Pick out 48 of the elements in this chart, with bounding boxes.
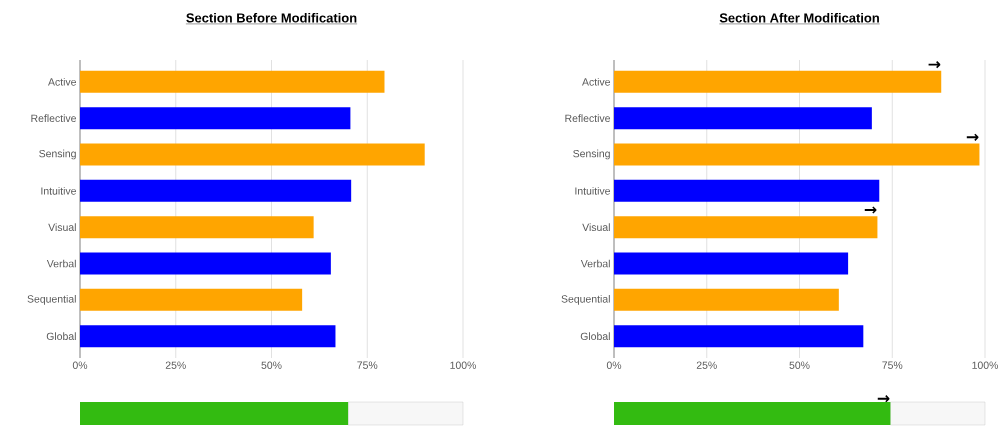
annotation: → — [877, 395, 890, 403]
x-tick-label: 75% — [882, 361, 903, 369]
bar — [614, 216, 878, 239]
y-tick-label: Intuitive — [41, 186, 77, 195]
y-tick-label: Global — [46, 332, 76, 341]
y-tick-label: Visual — [48, 223, 76, 232]
bar — [80, 70, 385, 93]
chart-title: Section Before Modification — [186, 12, 357, 23]
bar — [614, 179, 880, 202]
bar — [614, 143, 980, 166]
bar — [80, 179, 352, 202]
chart-title: Section After Modification — [719, 12, 879, 23]
annotation: → — [966, 133, 979, 141]
y-tick-label: Active — [582, 77, 611, 86]
y-tick-label: Global — [580, 332, 610, 341]
x-tick-label: 100% — [450, 361, 476, 369]
y-tick-label: Intuitive — [575, 186, 611, 195]
x-tick-label: 75% — [357, 361, 378, 369]
annotation: → — [928, 61, 941, 69]
x-tick-label: 25% — [165, 361, 186, 369]
bar — [614, 107, 872, 130]
bar — [80, 216, 314, 239]
bar — [614, 325, 864, 348]
bar — [80, 252, 331, 275]
bar — [614, 70, 942, 93]
x-tick-label: 25% — [696, 361, 717, 369]
y-tick-label: Active — [48, 77, 77, 86]
x-tick-label: 50% — [789, 361, 810, 369]
bar — [614, 288, 839, 311]
y-tick-label: Sequential — [27, 294, 76, 305]
y-tick-label: Visual — [582, 223, 610, 232]
x-tick-label: 100% — [972, 361, 998, 369]
y-tick-label: Reflective — [565, 114, 611, 122]
y-tick-label: Verbal — [46, 259, 76, 268]
bar — [80, 107, 351, 130]
bar — [614, 252, 849, 275]
y-tick-label: Verbal — [580, 259, 610, 268]
bar — [80, 143, 425, 166]
annotation: → — [864, 206, 877, 214]
x-tick-label: 50% — [261, 361, 282, 369]
x-tick-label: 0% — [606, 361, 622, 369]
bar — [80, 325, 336, 348]
bar — [80, 288, 303, 311]
y-tick-label: Sequential — [561, 294, 610, 305]
y-tick-label: Reflective — [31, 114, 76, 122]
y-tick-label: Sensing — [573, 149, 610, 160]
y-tick-label: Sensing — [39, 149, 76, 160]
x-tick-label: 0% — [72, 361, 88, 369]
